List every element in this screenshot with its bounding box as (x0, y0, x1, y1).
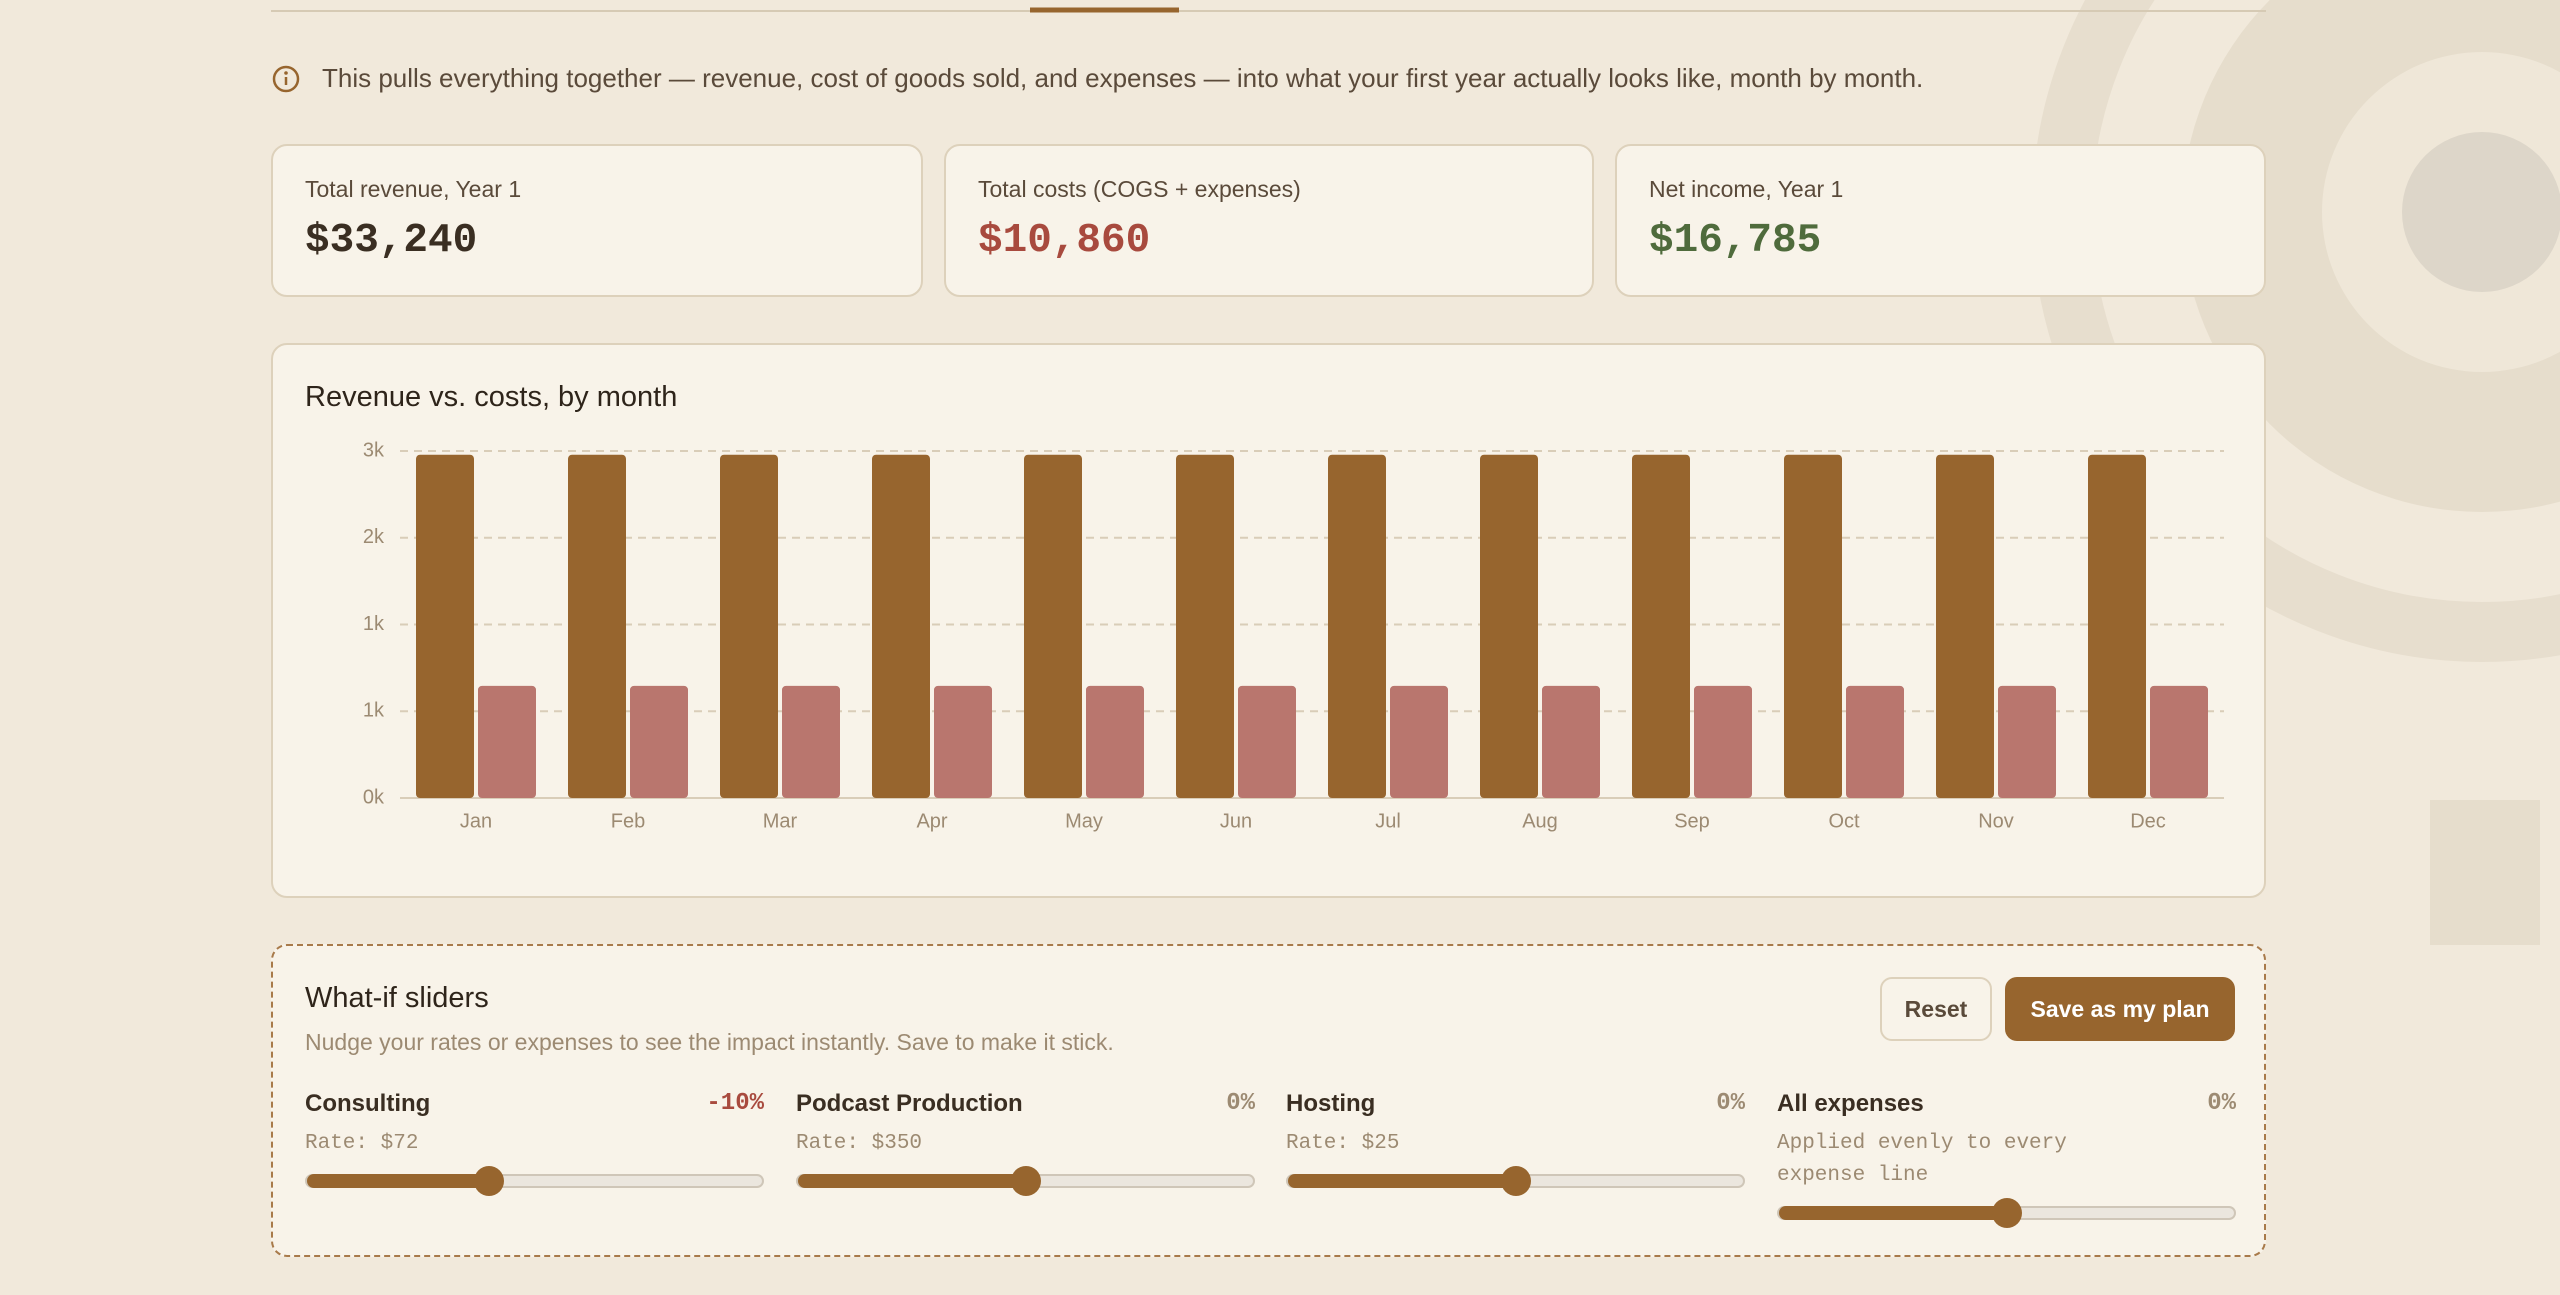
slider-detail: Rate: $72 (305, 1132, 419, 1155)
slider-header: All expenses 0% (1777, 1090, 2236, 1118)
bar (1936, 454, 1994, 798)
slider-fill (1288, 1174, 1516, 1188)
slider-detail: Applied evenly to every expense line (1777, 1132, 2067, 1187)
x-tick-label: Jan (460, 810, 492, 832)
slider-header: Podcast Production 0% (796, 1090, 1255, 1118)
save-button[interactable]: Save as my plan (2005, 977, 2235, 1041)
slider-name: All expenses (1777, 1090, 1924, 1117)
whatif-subtitle: Nudge your rates or expenses to see the … (305, 1029, 1114, 1055)
slider-name: Hosting (1286, 1090, 1376, 1117)
x-tick-label: Jul (1375, 810, 1401, 832)
summary-card: Total revenue, Year 1 $33,240 (271, 144, 923, 297)
reset-button[interactable]: Reset (1880, 977, 1992, 1041)
bar (1086, 685, 1144, 798)
x-tick-label: Sep (1674, 810, 1710, 832)
slider-name: Consulting (305, 1090, 431, 1117)
card-value: $33,240 (305, 218, 478, 264)
slider-header: Hosting 0% (1286, 1090, 1745, 1118)
slider-detail: Rate: $25 (1286, 1132, 1400, 1155)
bar (478, 685, 536, 798)
intro-text: This pulls everything together — revenue… (322, 63, 1924, 93)
slider-track[interactable] (796, 1166, 1255, 1196)
slider-value: 0% (2207, 1090, 2236, 1117)
x-tick-label: Mar (763, 810, 798, 832)
bar (2150, 685, 2208, 798)
slider-value: -10% (706, 1090, 764, 1117)
summary-card: Net income, Year 1 $16,785 (1615, 144, 2266, 297)
slider-knob[interactable] (1991, 1198, 2022, 1228)
y-tick-label: 0k (363, 786, 385, 808)
y-tick-label: 2k (363, 526, 385, 548)
x-tick-label: Jun (1220, 810, 1252, 832)
x-tick-label: Dec (2130, 810, 2166, 832)
x-tick-label: Nov (1978, 810, 2014, 832)
bar (782, 685, 840, 798)
x-tick-label: Oct (1828, 810, 1860, 832)
slider-detail: Rate: $350 (796, 1132, 923, 1155)
slider-knob[interactable] (474, 1166, 504, 1196)
bar (1784, 454, 1842, 798)
y-tick-label: 3k (363, 439, 385, 461)
y-tick-label: 1k (363, 613, 385, 635)
slider-track[interactable] (1777, 1198, 2236, 1228)
bar (416, 454, 474, 798)
slider-fill (307, 1174, 489, 1188)
slider-header: Consulting -10% (305, 1090, 764, 1118)
card-label: Total revenue, Year 1 (305, 176, 522, 202)
slider-knob[interactable] (1010, 1166, 1041, 1196)
slider: Hosting 0% Rate: $25 (1286, 1090, 1745, 1196)
slider-name: Podcast Production (796, 1090, 1023, 1117)
x-tick-label: Feb (611, 810, 645, 832)
tab-bar (271, 7, 2266, 13)
bar (1480, 454, 1538, 798)
bar (872, 454, 930, 798)
x-tick-label: Apr (916, 810, 947, 832)
slider: All expenses 0% Applied evenly to every ex… (1777, 1090, 2236, 1228)
whatif-title: What-if sliders (305, 982, 489, 1014)
info-icon (272, 65, 300, 93)
chart-title: Revenue vs. costs, by month (305, 381, 678, 413)
bar (1176, 454, 1234, 798)
bar (1328, 454, 1386, 798)
card-label: Net income, Year 1 (1649, 176, 1844, 202)
y-tick-label: 1k (363, 700, 385, 722)
bar (1024, 454, 1082, 798)
card-value: $16,785 (1649, 218, 1822, 264)
bar (934, 685, 992, 798)
chart: 0k 1k 1k 2k 3k Jan Feb Mar Apr May Jun Jul Aug Sep Oct… (363, 439, 2224, 832)
slider-fill (798, 1174, 1026, 1188)
slider-fill (1779, 1206, 2007, 1220)
card-label: Total costs (COGS + expenses) (978, 176, 1301, 202)
bar (2088, 454, 2146, 798)
bar (630, 685, 688, 798)
slider-value: 0% (1716, 1090, 1745, 1117)
slider: Podcast Production 0% Rate: $350 (796, 1090, 1255, 1196)
bar (568, 454, 626, 798)
slider: Consulting -10% Rate: $72 (305, 1090, 764, 1196)
bar (1846, 685, 1904, 798)
bar (1238, 685, 1296, 798)
bar (1390, 685, 1448, 798)
whatif-card: What-if sliders Nudge your rates or expe… (271, 944, 2266, 1257)
slider-track[interactable] (305, 1166, 764, 1196)
x-tick-label: Aug (1522, 810, 1558, 832)
bar (720, 454, 778, 798)
slider-knob[interactable] (1500, 1166, 1531, 1196)
bar (1632, 454, 1690, 798)
slider-value: 0% (1226, 1090, 1255, 1117)
x-tick-label: May (1065, 810, 1103, 832)
bar (1542, 685, 1600, 798)
summary-card: Total costs (COGS + expenses) $10,860 (944, 144, 1594, 297)
slider-track[interactable] (1286, 1166, 1745, 1196)
bar (1694, 685, 1752, 798)
bar (1998, 685, 2056, 798)
card-value: $10,860 (978, 218, 1151, 264)
